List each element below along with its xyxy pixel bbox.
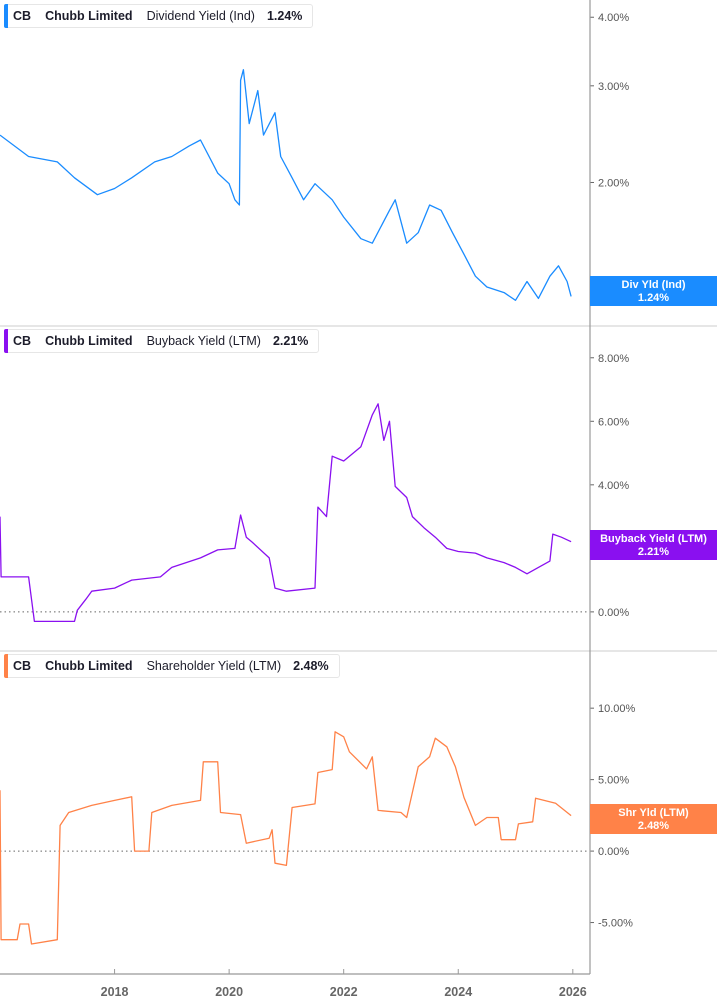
flag-value: 2.21% — [637, 545, 670, 558]
y-tick-label: 0.00% — [598, 607, 629, 619]
legend-ticker: CB — [13, 9, 32, 23]
y-tick-label: 2.00% — [598, 177, 629, 189]
legend-company: Chubb Limited — [45, 334, 133, 348]
legend-color-bar — [4, 654, 8, 678]
last-value-flag-shareholder: Shr Yld (LTM) 2.48% — [590, 804, 717, 834]
y-tick-label: 4.00% — [598, 12, 629, 24]
y-tick-label: 10.00% — [598, 703, 636, 715]
legend-metric: Shareholder Yield (LTM) — [146, 659, 282, 673]
legend-company: Chubb Limited — [45, 659, 133, 673]
x-tick-label: 2026 — [559, 985, 587, 999]
series-line-dividend-yield — [0, 69, 572, 301]
legend-value: 1.24% — [266, 9, 303, 23]
legend-value: 2.21% — [272, 334, 309, 348]
y-tick-label: 4.00% — [598, 480, 629, 492]
legend-dividend[interactable]: CB Chubb Limited Dividend Yield (Ind) 1.… — [4, 4, 314, 28]
legend-value: 2.48% — [293, 659, 329, 673]
legend-color-bar — [4, 329, 8, 353]
y-tick-label: 0.00% — [598, 846, 629, 858]
x-tick-label: 2020 — [215, 985, 243, 999]
series-line-shareholder-yield — [0, 731, 572, 945]
y-tick-label: 3.00% — [598, 81, 629, 93]
legend-ticker: CB — [13, 334, 32, 348]
legend-ticker: CB — [13, 659, 32, 673]
legend-buyback[interactable]: CB Chubb Limited Buyback Yield (LTM) 2.2… — [4, 329, 320, 353]
series-line-buyback-yield — [0, 403, 572, 623]
legend-metric: Buyback Yield (LTM) — [146, 334, 261, 348]
last-value-flag-buyback: Buyback Yield (LTM) 2.21% — [590, 530, 717, 560]
y-tick-label: 5.00% — [598, 775, 629, 787]
y-tick-label: -5.00% — [598, 918, 633, 930]
y-tick-label: 8.00% — [598, 353, 629, 365]
y-tick-label: 6.00% — [598, 416, 629, 428]
flag-label: Shr Yld (LTM) — [618, 807, 689, 819]
flag-value: 2.48% — [637, 819, 670, 832]
last-value-flag-dividend: Div Yld (Ind) 1.24% — [590, 276, 717, 306]
flag-value: 1.24% — [637, 291, 670, 304]
legend-color-bar — [4, 4, 8, 28]
flag-label: Div Yld (Ind) — [621, 279, 686, 291]
legend-company: Chubb Limited — [45, 9, 133, 23]
legend-shareholder[interactable]: CB Chubb Limited Shareholder Yield (LTM)… — [4, 654, 340, 678]
x-tick-label: 2024 — [444, 985, 472, 999]
x-tick-label: 2018 — [101, 985, 129, 999]
legend-metric: Dividend Yield (Ind) — [146, 9, 255, 23]
x-tick-label: 2022 — [330, 985, 358, 999]
flag-label: Buyback Yield (LTM) — [600, 533, 707, 545]
